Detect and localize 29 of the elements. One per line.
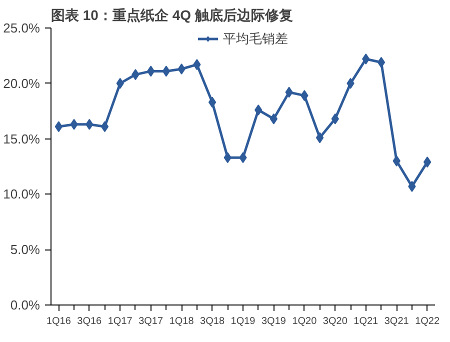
x-tick-label: 1Q17	[108, 316, 133, 327]
x-tick-label: 1Q16	[46, 316, 72, 327]
point	[316, 132, 324, 144]
point	[423, 156, 432, 168]
x-tick-label: 1Q19	[230, 316, 256, 327]
x-tick-label: 3Q21	[384, 316, 410, 327]
y-tick-label: 5.0%	[10, 242, 40, 258]
y-tick-label: 20.0%	[3, 76, 40, 91]
y-tick-label: 25.0%	[3, 20, 40, 36]
point	[377, 56, 386, 68]
point	[54, 121, 63, 132]
chart-title: 图表 10：重点纸企 4Q 触底后边际修复	[51, 7, 293, 23]
x-tick-label: 3Q18	[200, 316, 225, 327]
x-tick-label: 3Q19	[261, 316, 286, 327]
legend-label: 平均毛销差	[223, 30, 288, 48]
x-tick-label: 1Q18	[169, 316, 194, 327]
y-tick-label: 15.0%	[3, 131, 40, 146]
x-tick-label: 3Q16	[77, 316, 102, 327]
point	[208, 96, 216, 108]
point	[270, 113, 278, 124]
point	[162, 66, 170, 77]
point	[100, 121, 109, 132]
y-tick-label: 0.0%	[10, 298, 40, 312]
x-tick-label: 1Q21	[354, 316, 379, 327]
x-tick-label: 1Q20	[292, 316, 318, 327]
x-tick-label: 3Q17	[138, 316, 164, 327]
x-tick-label: 3Q20	[322, 316, 348, 327]
y-tick-label: 10.0%	[3, 186, 40, 202]
x-tick-label: 1Q22	[415, 316, 440, 327]
